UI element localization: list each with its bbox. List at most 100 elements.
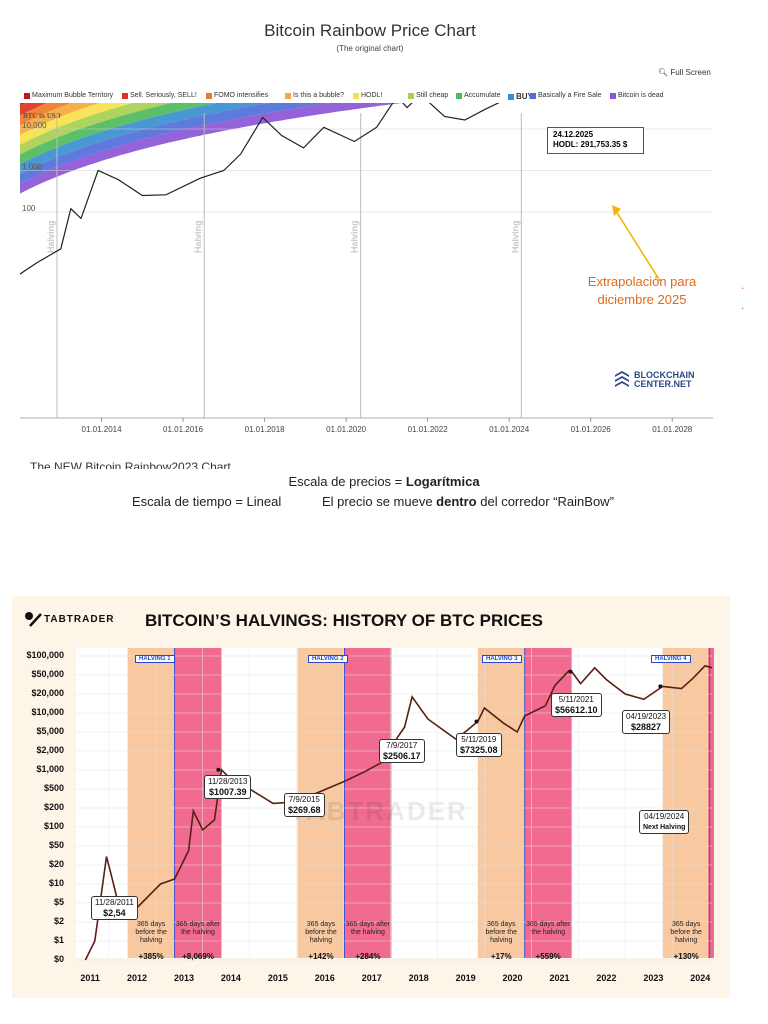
y-tick-label: $10: [48, 878, 64, 888]
labeled-point: [216, 767, 221, 772]
legend-item[interactable]: HODL!: [353, 92, 382, 99]
brand-name: TABTRADER: [44, 614, 115, 625]
legend-label: Accumulate: [464, 92, 501, 99]
callout-date: 04/19/2024: [644, 812, 685, 821]
callout-date: 11/28/2011: [95, 898, 134, 907]
rainbow-band: [20, 103, 100, 136]
x-tick-label: 01.01.2026: [571, 425, 612, 434]
legend-label: HODL!: [361, 92, 383, 99]
annotation-arrowhead: [612, 205, 621, 216]
watermark-line1: BLOCKCHAIN: [634, 370, 695, 380]
period-label: 365 days before the halving: [305, 921, 337, 945]
halving-vertical-label: Halving: [46, 220, 56, 253]
callout-date: 5/11/2019: [461, 735, 497, 744]
y-tick-label: $1,000: [36, 764, 64, 774]
full-screen-label: Full Screen: [670, 68, 711, 77]
x-tick-label: 2017: [361, 973, 382, 983]
legend-swatch: [530, 92, 536, 99]
period-label: 365 days before the halving: [485, 921, 518, 945]
halvings-chart-panel: TABTRADER BITCOIN’S HALVINGS: HISTORY OF…: [12, 596, 730, 998]
btc-price-line: [20, 103, 500, 275]
x-tick-label: 2022: [596, 973, 617, 983]
callout-date: 04/19/2023: [626, 712, 667, 721]
period-change: +385%: [138, 952, 164, 961]
period-change: +284%: [355, 952, 381, 961]
x-tick-label: 2015: [267, 973, 288, 983]
halving-tag-2: HALVING 2: [308, 655, 348, 663]
y-tick-label: 10,000: [22, 121, 47, 130]
side-dot-1: .: [741, 278, 745, 292]
period-label: 365 days before the halving: [135, 921, 167, 945]
x-tick-label: 2020: [502, 973, 523, 983]
callout-2017: 7/9/2017 $2506.17: [379, 739, 425, 764]
legend-swatch: [24, 92, 30, 99]
y-tick-label: $50: [48, 840, 64, 850]
callout-2021: 5/11/2021 $56612.10: [551, 693, 602, 718]
legend-item[interactable]: Still cheap: [408, 92, 448, 99]
callout-price: $56612.10: [555, 704, 598, 715]
y-tick-label: $2: [53, 916, 64, 926]
caption-corridor-bold: dentro: [436, 494, 477, 509]
rainbow-chart-panel: Bitcoin Rainbow Price Chart (The origina…: [20, 15, 720, 455]
y-tick-label: $2,000: [36, 745, 64, 755]
halving-tag-1: HALVING 1: [135, 655, 175, 663]
callout-price: $2506.17: [383, 750, 421, 761]
legend-swatch: [122, 92, 128, 99]
legend-item[interactable]: Sell. Seriously, SELL!: [122, 92, 197, 99]
callout-2011: 11/28/2011 $2,54: [91, 896, 138, 921]
legend-item[interactable]: BUY!: [508, 92, 536, 101]
callout-price: $269.68: [288, 804, 321, 815]
halving-tag-3: HALVING 3: [482, 655, 522, 663]
tabtrader-logo-icon: [25, 612, 42, 627]
legend-item[interactable]: Accumulate: [456, 92, 501, 99]
watermark-line2: CENTER.NET: [634, 379, 692, 390]
rainbow-band: [20, 103, 71, 126]
callout-2023: 04/19/2023 $28827: [622, 710, 671, 735]
x-tick-label: 01.01.2028: [652, 425, 693, 434]
legend-item[interactable]: Is this a bubble?: [285, 92, 344, 99]
caption-price-scale: Escala de precios =: [288, 474, 406, 489]
annotation-arrow: [615, 210, 661, 282]
legend-swatch: [508, 93, 514, 100]
x-tick-label: 2019: [455, 973, 476, 983]
labeled-point: [658, 684, 663, 689]
btc-price-line: [84, 664, 713, 961]
callout-date: 7/9/2015: [288, 795, 320, 804]
y-tick-label: $20: [48, 859, 64, 869]
y-tick-label: $200: [43, 802, 64, 812]
x-tick-label: 01.01.2024: [489, 425, 530, 434]
legend-label: FOMO intensifies: [214, 92, 269, 99]
callout-date: 7/9/2017: [386, 741, 418, 750]
callout-price: $2,54: [103, 907, 126, 918]
y-tick-label: $50,000: [31, 669, 64, 679]
legend-label: Still cheap: [416, 92, 449, 99]
caption-corridor: El precio se mueve dentro del corredor “…: [322, 494, 614, 509]
y-tick-label: $20,000: [31, 688, 64, 698]
y-tick-label: $100: [43, 821, 64, 831]
y-tick-label: $10,000: [31, 707, 64, 717]
legend-item[interactable]: Bitcoin is dead: [610, 92, 664, 99]
tooltip-date: 24.12.2025: [553, 130, 594, 139]
x-tick-label: 2011: [80, 973, 100, 983]
legend-item[interactable]: FOMO intensifies: [206, 92, 268, 99]
y-axis-label: BTC in USD: [23, 112, 61, 120]
x-tick-label: 01.01.2016: [163, 425, 204, 434]
y-tick-label: $5,000: [36, 726, 64, 736]
cropped-text: The NEW Bitcoin Rainbow2023 Chart: [30, 460, 231, 469]
x-tick-label: 2021: [549, 973, 570, 983]
extrapolation-annotation: Extrapolación para diciembre 2025: [587, 274, 697, 308]
full-screen-button[interactable]: 🔍︎ Full Screen: [658, 68, 711, 77]
caption-time-scale: Escala de tiempo = Lineal: [132, 494, 282, 509]
legend-swatch: [456, 92, 462, 99]
callout-price: Next Halving: [643, 823, 686, 831]
period-change: +17%: [490, 952, 512, 961]
period-shade: [662, 648, 710, 958]
x-tick-label: 2023: [643, 973, 664, 983]
legend-label: Sell. Seriously, SELL!: [130, 92, 197, 99]
legend-item[interactable]: Basically a Fire Sale: [530, 92, 601, 99]
legend-swatch: [610, 92, 616, 99]
halving-vertical-label: Halving: [350, 220, 360, 253]
callout-2019: 5/11/2019 $7325.08: [456, 733, 502, 758]
callout-next-halving: 04/19/2024 Next Halving: [639, 810, 690, 834]
legend-item[interactable]: Maximum Bubble Territory: [24, 92, 113, 99]
